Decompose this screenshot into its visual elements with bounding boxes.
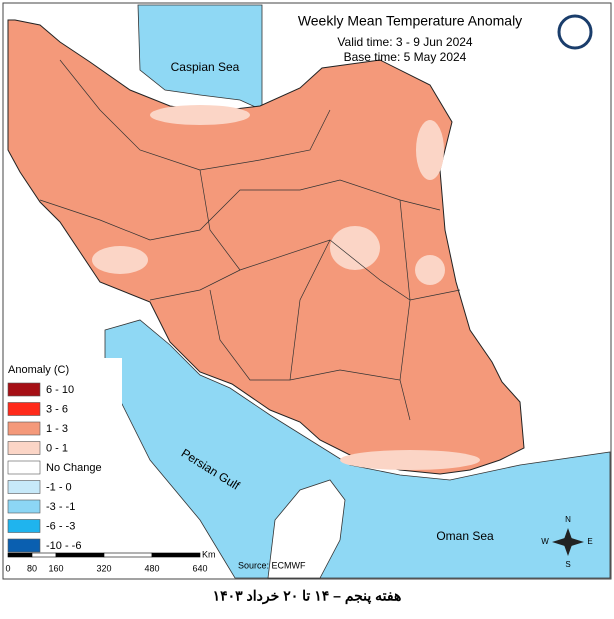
compass-w: W — [541, 537, 549, 546]
legend-title: Anomaly (C) — [8, 364, 69, 376]
scale-segment — [151, 552, 201, 558]
legend-swatch — [7, 538, 41, 553]
scale-label: 320 — [96, 563, 111, 573]
compass-n: N — [565, 515, 571, 524]
legend-label: 6 - 10 — [46, 384, 74, 396]
iran-land — [7, 19, 525, 475]
base-time: Base time: 5 May 2024 — [344, 50, 467, 64]
legend-label: -1 - 0 — [46, 481, 72, 493]
gulf-sea — [104, 319, 611, 579]
border — [199, 169, 241, 271]
patch — [92, 246, 148, 274]
legend-swatch — [7, 441, 41, 455]
scale-label: 480 — [144, 563, 159, 573]
legend-label: 3 - 6 — [46, 403, 68, 415]
border — [289, 239, 331, 381]
title: Weekly Mean Temperature Anomaly — [298, 13, 522, 29]
patch — [330, 226, 380, 270]
scale-segment — [103, 552, 153, 558]
legend-label: -10 - -6 — [46, 540, 81, 552]
valid-time: Valid time: 3 - 9 Jun 2024 — [337, 35, 473, 49]
patch — [340, 450, 480, 470]
scale-label: 80 — [27, 563, 37, 573]
scale-segment — [55, 552, 105, 558]
patch — [416, 120, 444, 180]
logo — [557, 14, 593, 50]
oman-label: Oman Sea — [436, 529, 494, 543]
legend-swatch — [7, 519, 41, 533]
compass-needle — [552, 537, 584, 547]
legend-label: -6 - -3 — [46, 520, 75, 532]
legend-swatch — [7, 421, 41, 436]
legend-label: 1 - 3 — [46, 423, 68, 435]
scale-unit: Km — [202, 549, 216, 559]
legend-label: -3 - -1 — [46, 501, 75, 513]
legend-label: 0 - 1 — [46, 442, 68, 454]
scale-segment — [31, 552, 57, 558]
border — [39, 179, 441, 241]
legend-swatch — [7, 402, 41, 416]
scale-label: 160 — [48, 563, 63, 573]
border — [399, 199, 411, 381]
scale-label: 640 — [192, 563, 207, 573]
light-patches — [92, 105, 480, 470]
scale-label: 0 — [5, 563, 10, 573]
caspian-sea — [137, 4, 263, 111]
legend-label: No Change — [46, 462, 102, 474]
legend-swatch — [7, 499, 41, 514]
patch — [415, 255, 445, 285]
oman-peninsula — [267, 479, 346, 579]
caption: هفته پنجم – ۱۴ تا ۲۰ خرداد ۱۴۰۳ — [213, 588, 402, 605]
caspian-label: Caspian Sea — [171, 60, 240, 74]
legend-swatch — [7, 382, 41, 397]
province-borders — [39, 59, 461, 421]
compass-e: E — [587, 537, 592, 546]
legend: 6 - 10 3 - 6 1 - 3 0 - 1 No Change -1 - 0 -3 -… — [7, 382, 102, 553]
scale-segment — [7, 552, 33, 558]
compass-s: S — [565, 560, 570, 569]
legend-swatch — [7, 460, 41, 475]
compass: N S E W — [541, 515, 592, 569]
scale-bar: 0 80 160 320 480 640 Km — [5, 549, 215, 573]
patch — [150, 105, 250, 125]
legend-swatch — [7, 480, 41, 494]
source: Source: ECMWF — [238, 560, 306, 570]
